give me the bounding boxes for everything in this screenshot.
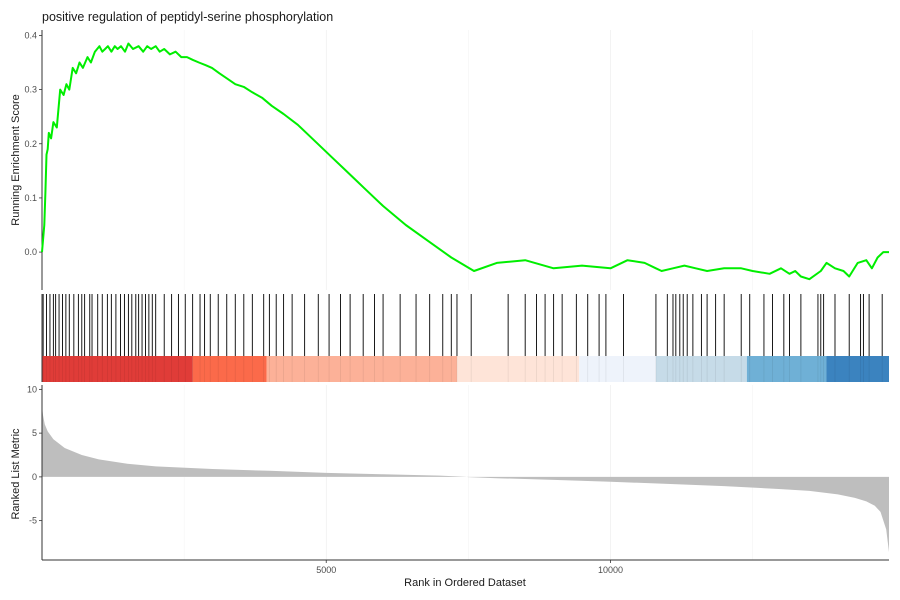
running-enrichment-line <box>41 42 889 281</box>
x-axis: 5000 10000 <box>42 559 889 575</box>
color-band-segment <box>266 356 457 382</box>
running-enrichment-y-axis: 0.0 0.1 0.2 0.3 0.4 <box>24 30 43 290</box>
y-tick-label: 0 <box>32 472 37 482</box>
y-tick-label: 0.3 <box>24 85 37 95</box>
color-band-segment <box>192 356 267 382</box>
chart-title: positive regulation of peptidyl-serine p… <box>42 10 333 24</box>
color-band-panel <box>41 356 889 382</box>
running-enrichment-y-label: Running Enrichment Score <box>10 94 22 225</box>
color-band-segment <box>746 356 827 382</box>
ranked-list-metric-panel: -5 0 5 10 Ranked List Metric <box>10 384 889 560</box>
running-enrichment-grid <box>183 30 753 290</box>
y-tick-label: 10 <box>27 384 37 394</box>
color-band-segment <box>826 356 889 382</box>
ranked-list-y-label: Ranked List Metric <box>10 428 22 520</box>
y-tick-label: 0.4 <box>24 30 37 40</box>
ranked-list-y-axis: -5 0 5 10 <box>27 384 43 560</box>
x-axis-label: Rank in Ordered Dataset <box>404 577 526 589</box>
y-tick-label: 0.2 <box>24 139 37 149</box>
color-band-segment <box>655 356 747 382</box>
y-tick-label: 0.1 <box>24 193 37 203</box>
hit-positions-panel <box>41 294 883 356</box>
ranked-list-metric-area <box>42 406 889 553</box>
x-tick-label: 5000 <box>316 565 336 575</box>
color-band-segment <box>579 356 656 382</box>
color-band-segment <box>42 356 193 382</box>
running-enrichment-panel: 0.0 0.1 0.2 0.3 0.4 Running Enrichment Score <box>10 30 889 290</box>
y-tick-label: 0.0 <box>24 247 37 257</box>
x-tick-label: 10000 <box>598 565 623 575</box>
y-tick-label: 5 <box>32 428 37 438</box>
color-band-segment <box>456 356 580 382</box>
y-tick-label: -5 <box>29 516 37 526</box>
